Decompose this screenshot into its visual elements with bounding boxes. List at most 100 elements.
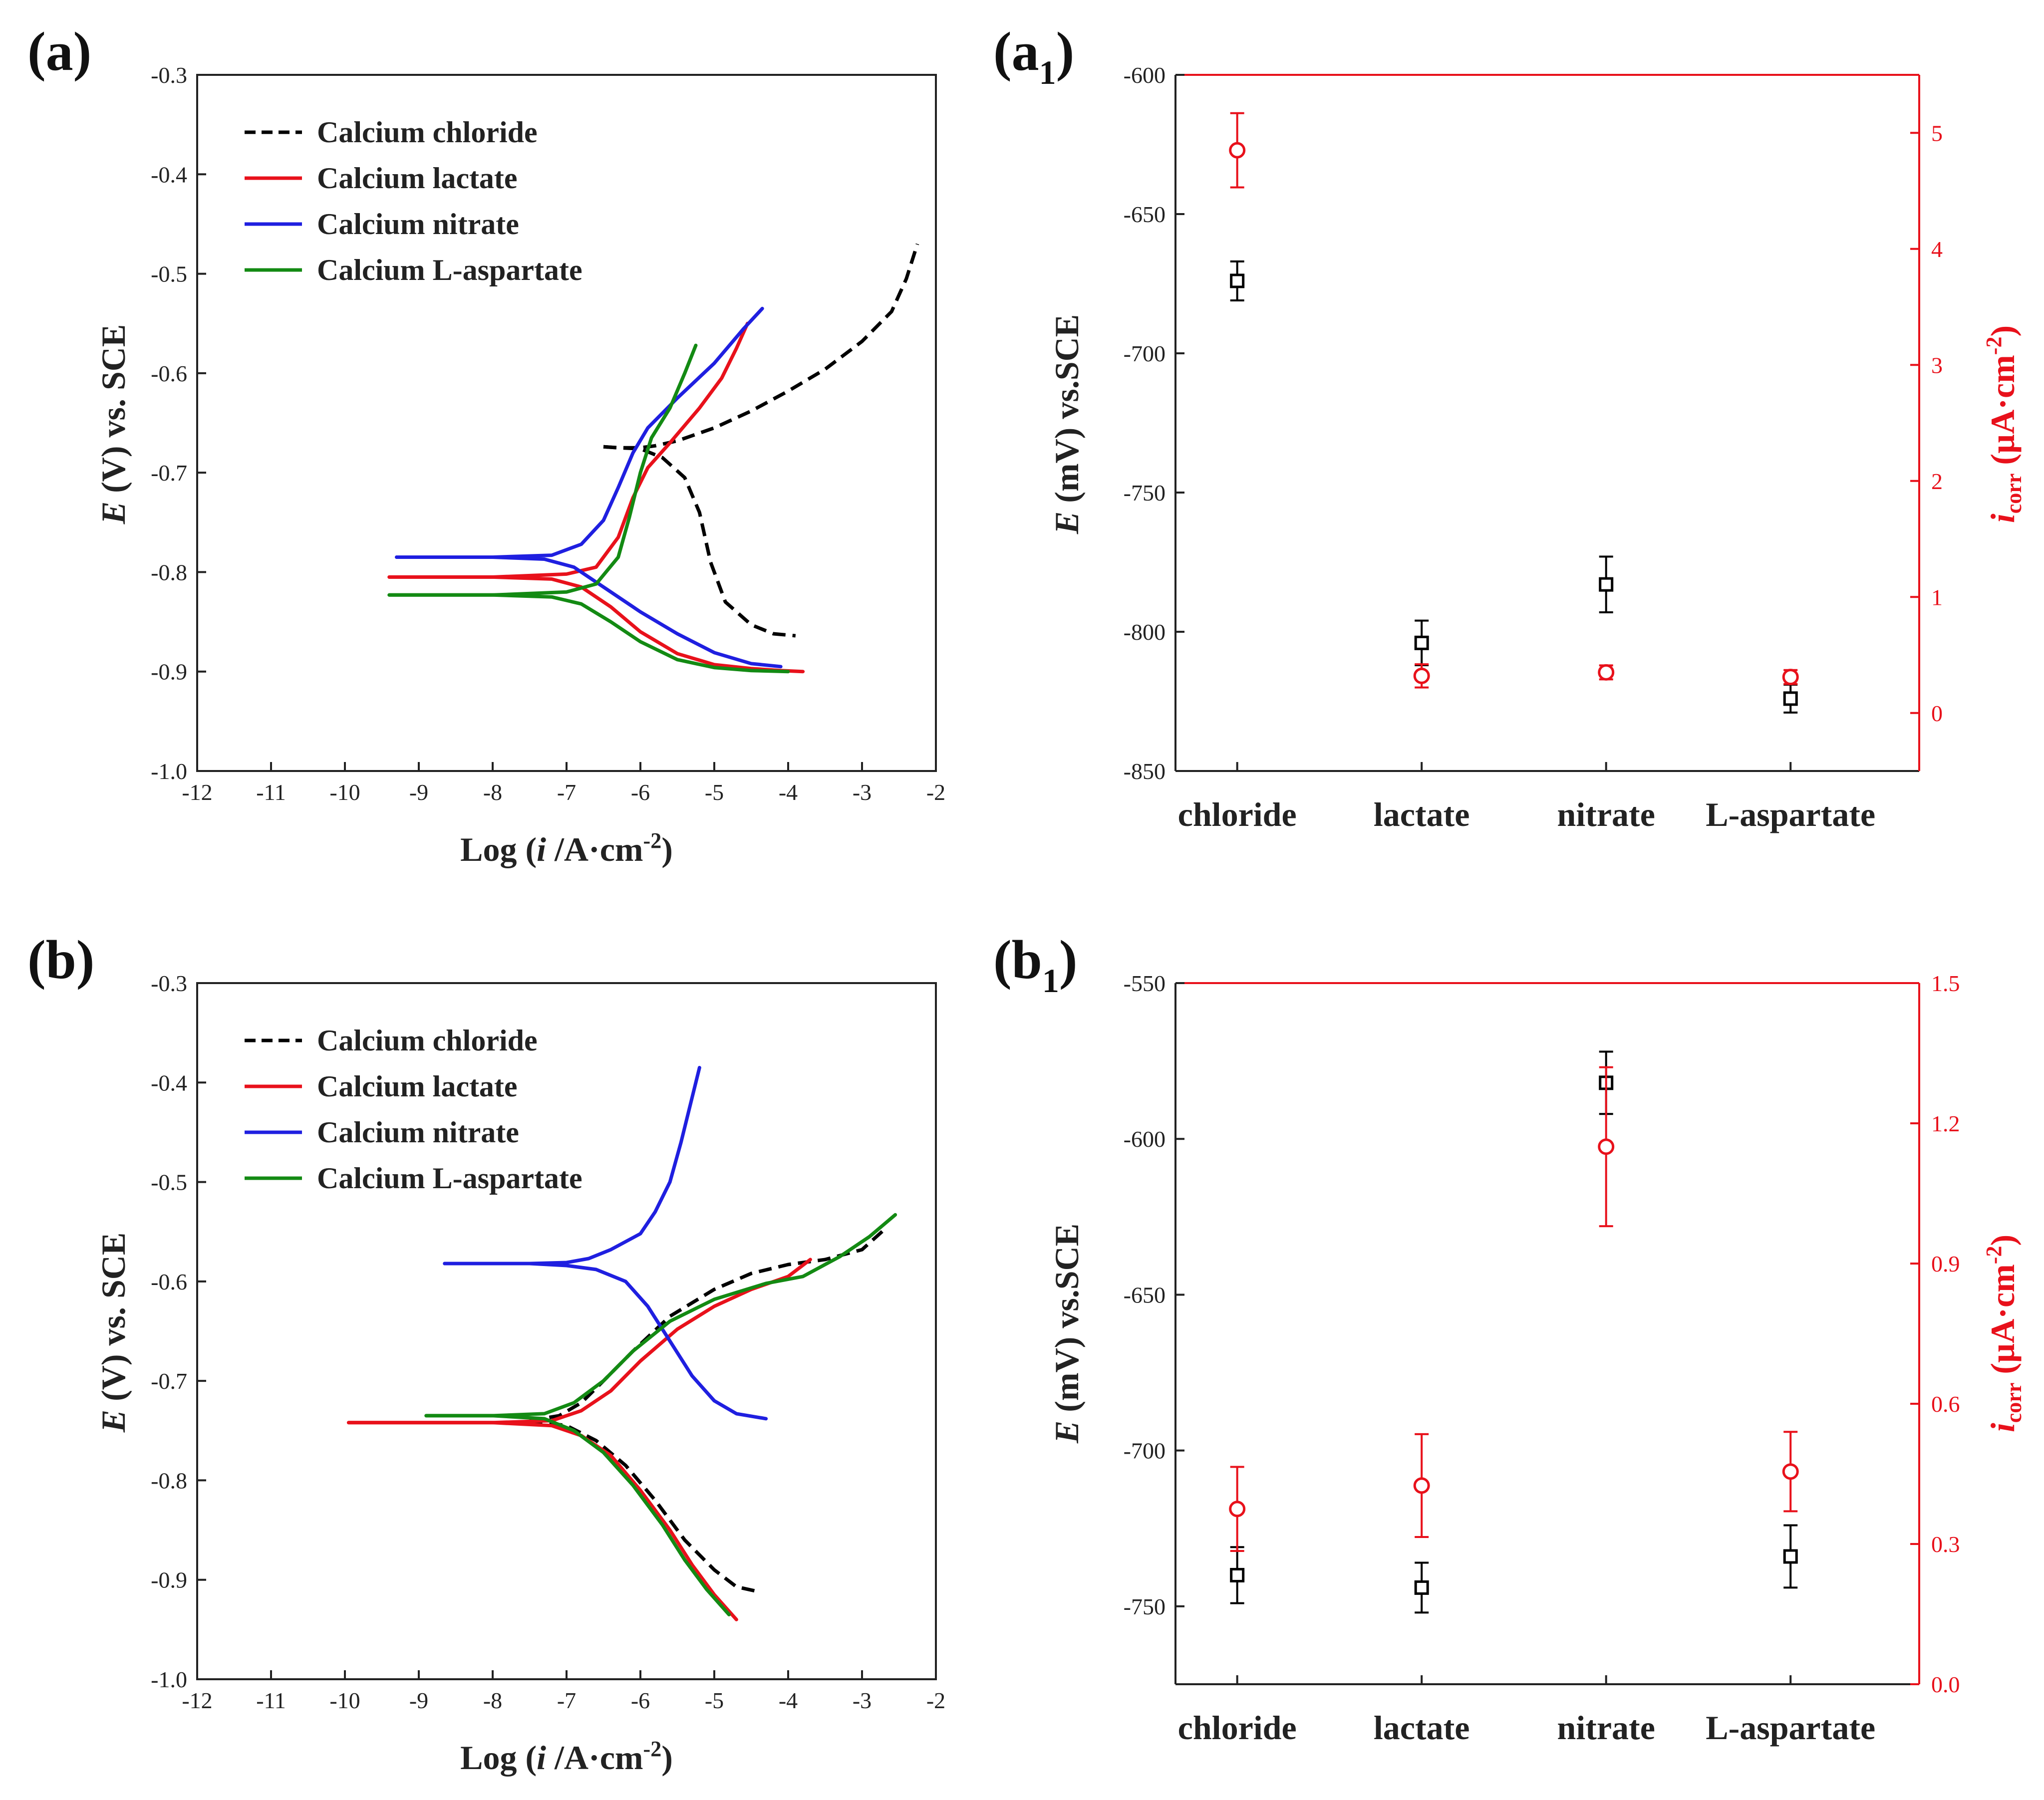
panel-b-label: (b) [27, 929, 94, 990]
legend-label: Calcium lactate [317, 1070, 518, 1103]
square-marker [1414, 1580, 1429, 1595]
legend-label: Calcium nitrate [317, 208, 519, 241]
panel-a1-categories: chloride lactate nitrate L-aspartate [1178, 762, 1875, 833]
panel-b1-categories: chloride lactate nitrate L-aspartate [1178, 1675, 1875, 1747]
y-tick-label: -0.3 [151, 62, 187, 88]
circle-marker [1229, 142, 1246, 159]
right-tick-label: 0.6 [1931, 1391, 1960, 1417]
x-tick-label: -3 [853, 1688, 872, 1713]
circle-marker [1598, 1138, 1615, 1155]
curve-calcium-l-aspartate-anodic [424, 1213, 897, 1418]
panel-a-y-ticks: -0.3 -0.4 -0.5 -0.6 -0.7 -0.8 -0.9 -1.0 [151, 62, 206, 784]
category-label: lactate [1374, 1709, 1470, 1747]
panel-b1: (b1) -550 -600 -650 -700 -750 0.0 0.3 0.6 0.9 1.… [993, 929, 2026, 1747]
point-E-L-aspartate [1783, 684, 1798, 714]
panel-b-curves [346, 1065, 897, 1621]
panel-a-plot-frame [196, 74, 937, 772]
circle-marker [1229, 1501, 1246, 1518]
panel-a1-right-axis-label: icorr (µA·cm-2) [1982, 325, 2026, 523]
left-tick-label: -850 [1124, 759, 1166, 784]
point-icorr-L-aspartate [1782, 669, 1799, 686]
panel-b-x-axis-label: Log (i /A·cm-2) [460, 1737, 673, 1777]
panel-b1-label: (b1) [993, 929, 1077, 1000]
curve-calcium-l-aspartate-anodic [387, 343, 698, 597]
panel-a-curves [387, 243, 919, 674]
left-tick-label: -650 [1124, 1282, 1166, 1307]
right-tick-label: 1.2 [1931, 1111, 1960, 1136]
x-tick-label: -5 [705, 779, 724, 805]
point-icorr-chloride [1229, 112, 1246, 189]
legend-label: Calcium chloride [317, 116, 538, 149]
circle-marker [1413, 667, 1430, 684]
x-tick-label: -8 [483, 1688, 502, 1713]
category-label: chloride [1178, 795, 1297, 833]
x-tick-label: -10 [329, 779, 360, 805]
category-label: L-aspartate [1706, 1709, 1875, 1747]
right-tick-label: 0.0 [1931, 1672, 1960, 1697]
left-tick-label: -550 [1124, 971, 1166, 996]
y-tick-label: -0.6 [151, 1269, 187, 1294]
panel-b-legend: Calcium chloride Calcium lactate Calcium n… [245, 1024, 583, 1195]
panel-a: (a) -0.3 -0.4 -0.5 -0.6 -0.7 -0.8 -0.9 -1.0 -12… [27, 21, 945, 868]
panel-a-x-ticks: -12 -11 -10 -9 -8 -7 -6 -5 -4 -3 -2 [182, 762, 945, 805]
y-tick-label: -0.5 [151, 261, 187, 287]
panel-b-x-ticks: -12 -11 -10 -9 -8 -7 -6 -5 -4 -3 -2 [182, 1670, 945, 1713]
x-tick-label: -6 [631, 1688, 650, 1713]
x-tick-label: -6 [631, 779, 650, 805]
x-tick-label: -4 [779, 1688, 798, 1713]
circle-marker [1782, 669, 1799, 686]
panel-a1-label: (a1) [993, 21, 1074, 91]
y-tick-label: -0.8 [151, 559, 187, 585]
panel-a-label: (a) [27, 21, 91, 82]
x-tick-label: -3 [853, 779, 872, 805]
curve-calcium-chloride-cathodic [603, 445, 796, 638]
x-tick-label: -7 [557, 1688, 576, 1713]
panel-a-legend: Calcium chloride Calcium lactate Calcium n… [245, 116, 583, 286]
curve-calcium-l-aspartate-cathodic [424, 1414, 731, 1616]
x-tick-label: -11 [256, 779, 286, 805]
x-tick-label: -10 [329, 1688, 360, 1713]
point-E-chloride [1230, 1546, 1245, 1604]
x-tick-label: -4 [779, 779, 798, 805]
square-marker [1414, 635, 1429, 650]
point-icorr-chloride [1229, 1466, 1246, 1552]
panel-a1: (a1) -600 -650 -700 -750 -800 -850 0 1 2 3 4 5 chl… [993, 21, 2026, 833]
point-icorr-L-aspartate [1782, 1431, 1799, 1513]
x-tick-label: -12 [182, 1688, 212, 1713]
y-tick-label: -1.0 [151, 1667, 187, 1692]
panel-b1-points [1229, 1050, 1799, 1614]
point-icorr-lactate [1413, 1433, 1430, 1538]
point-E-lactate [1414, 619, 1429, 666]
y-tick-label: -0.4 [151, 162, 187, 187]
legend-label: Calcium nitrate [317, 1116, 519, 1149]
panel-a1-left-ticks: -600 -650 -700 -750 -800 -850 [1124, 62, 1184, 784]
square-marker [1783, 691, 1798, 706]
curve-calcium-nitrate-anodic [395, 306, 764, 559]
left-tick-label: -600 [1124, 1126, 1166, 1152]
y-tick-label: -0.8 [151, 1468, 187, 1493]
panel-a1-right-ticks: 0 1 2 3 4 5 [1910, 120, 1943, 726]
y-tick-label: -0.7 [151, 460, 187, 486]
point-icorr-nitrate [1598, 664, 1615, 681]
panel-b-y-ticks: -0.3 -0.4 -0.5 -0.6 -0.7 -0.8 -0.9 -1.0 [151, 971, 206, 1692]
square-marker [1599, 577, 1614, 592]
legend-label: Calcium lactate [317, 162, 518, 195]
square-marker [1230, 273, 1245, 288]
panel-b1-right-ticks: 0.0 0.3 0.6 0.9 1.2 1.5 [1910, 971, 1960, 1697]
x-tick-label: -2 [926, 779, 945, 805]
curve-calcium-lactate-anodic [387, 321, 750, 579]
right-tick-label: 0.3 [1931, 1532, 1960, 1557]
panel-a1-points [1229, 112, 1799, 714]
category-label: nitrate [1557, 1709, 1655, 1747]
left-tick-label: -750 [1124, 480, 1166, 506]
category-label: L-aspartate [1706, 795, 1875, 833]
x-tick-label: -12 [182, 779, 212, 805]
point-E-chloride [1230, 260, 1245, 301]
y-tick-label: -0.5 [151, 1170, 187, 1195]
right-tick-label: 1 [1931, 584, 1943, 610]
panel-a-y-axis-label: E (V) vs. SCE [94, 324, 132, 525]
panel-a1-left-axis-label: E (mV) vs.SCE [1048, 314, 1086, 534]
y-tick-label: -0.4 [151, 1070, 187, 1095]
panel-b1-right-axis-label: icorr (µA·cm-2) [1982, 1235, 2026, 1432]
